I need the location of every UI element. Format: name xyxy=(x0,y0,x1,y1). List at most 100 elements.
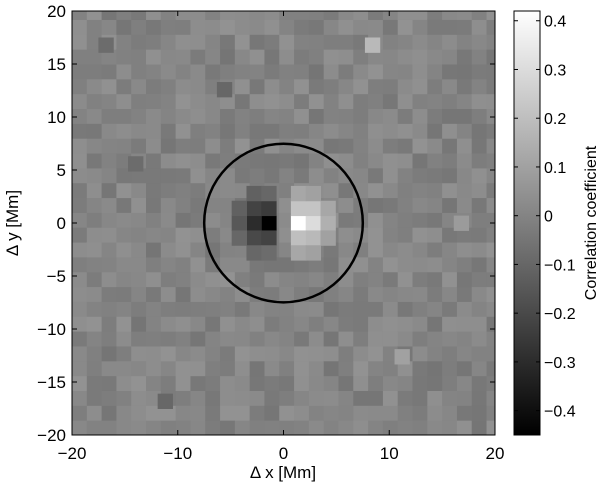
noise-cell xyxy=(160,345,177,362)
noise-cell xyxy=(486,34,495,50)
noise-cell xyxy=(353,420,369,435)
noise-cell xyxy=(412,331,428,347)
noise-cell xyxy=(72,78,88,95)
noise-cell xyxy=(323,375,339,391)
noise-cell xyxy=(353,78,369,95)
noise-cell xyxy=(131,49,147,65)
noise-cell xyxy=(101,197,117,213)
noise-cell xyxy=(72,167,88,184)
noise-cell xyxy=(101,256,117,273)
noise-cell xyxy=(190,11,206,20)
noise-cell xyxy=(442,182,458,199)
noise-cell xyxy=(101,153,117,169)
noise-cell xyxy=(397,93,414,110)
noise-cell xyxy=(264,390,280,406)
noise-cell xyxy=(397,420,414,435)
noise-cell xyxy=(190,301,206,317)
noise-cell xyxy=(205,375,221,391)
noise-cell xyxy=(397,138,414,154)
noise-cell xyxy=(131,78,147,95)
noise-cell xyxy=(471,34,488,50)
noise-cell xyxy=(116,167,132,184)
noise-cell xyxy=(323,256,339,273)
noise-cell xyxy=(101,167,117,184)
noise-cell xyxy=(382,286,399,302)
heatmap-cells xyxy=(72,11,495,435)
noise-cell xyxy=(264,345,280,362)
noise-cell xyxy=(190,182,206,199)
noise-cell xyxy=(412,78,428,95)
noise-cell xyxy=(160,375,177,391)
noise-cell xyxy=(205,301,221,317)
noise-cell xyxy=(146,108,162,124)
noise-cell xyxy=(190,167,206,184)
noise-cell xyxy=(264,271,280,288)
noise-cell xyxy=(234,286,251,302)
noise-cell xyxy=(308,19,325,35)
noise-cell xyxy=(427,331,443,347)
noise-cell xyxy=(131,108,147,124)
noise-cell xyxy=(249,123,265,139)
heatmap-cell xyxy=(157,393,173,409)
noise-cell xyxy=(220,242,236,258)
noise-cell xyxy=(294,420,310,435)
noise-cell xyxy=(220,197,236,213)
noise-cell xyxy=(353,93,369,110)
noise-cell xyxy=(72,11,88,20)
noise-cell xyxy=(353,271,369,288)
noise-cell xyxy=(160,286,177,302)
noise-cell xyxy=(190,123,206,139)
heatmap-cell xyxy=(305,230,322,246)
heatmap-cell xyxy=(246,200,262,217)
noise-cell xyxy=(323,138,339,154)
noise-cell xyxy=(471,123,488,139)
noise-cell xyxy=(190,153,206,169)
noise-cell xyxy=(205,256,221,273)
noise-cell xyxy=(308,93,325,110)
heatmap-cell xyxy=(290,230,307,246)
noise-cell xyxy=(175,212,191,228)
noise-cell xyxy=(471,286,488,302)
noise-cell xyxy=(101,123,117,139)
noise-cell xyxy=(368,138,384,154)
noise-cell xyxy=(249,331,265,347)
heatmap-cell xyxy=(364,37,381,53)
noise-cell xyxy=(160,316,177,332)
noise-cell xyxy=(368,420,384,435)
noise-cell xyxy=(249,390,265,406)
noise-cell xyxy=(146,167,162,184)
heatmap-cell xyxy=(305,185,322,202)
noise-cell xyxy=(279,405,295,421)
noise-cell xyxy=(397,19,414,35)
noise-cell xyxy=(205,167,221,184)
noise-cell xyxy=(397,11,414,20)
noise-cell xyxy=(175,420,191,435)
noise-cell xyxy=(442,316,458,332)
noise-cell xyxy=(308,420,325,435)
noise-cell xyxy=(323,19,339,35)
heatmap-cell xyxy=(231,230,247,246)
noise-cell xyxy=(220,138,236,154)
noise-cell xyxy=(131,34,147,50)
noise-cell xyxy=(471,93,488,110)
noise-cell xyxy=(368,345,384,362)
noise-cell xyxy=(486,331,495,347)
noise-cell xyxy=(442,227,458,243)
noise-cell xyxy=(279,64,295,80)
noise-cell xyxy=(101,64,117,80)
noise-cell xyxy=(471,212,488,228)
noise-cell xyxy=(308,271,325,288)
noise-cell xyxy=(471,375,488,391)
noise-cell xyxy=(471,390,488,406)
noise-cell xyxy=(279,227,295,243)
noise-cell xyxy=(101,390,117,406)
colorbar-tick-label: −0.2 xyxy=(544,306,576,323)
noise-cell xyxy=(382,153,399,169)
noise-cell xyxy=(220,360,236,377)
noise-cell xyxy=(264,11,280,20)
heatmap-cell xyxy=(261,200,277,217)
noise-cell xyxy=(190,108,206,124)
noise-cell xyxy=(338,286,354,302)
noise-cell xyxy=(101,78,117,95)
noise-cell xyxy=(338,331,354,347)
